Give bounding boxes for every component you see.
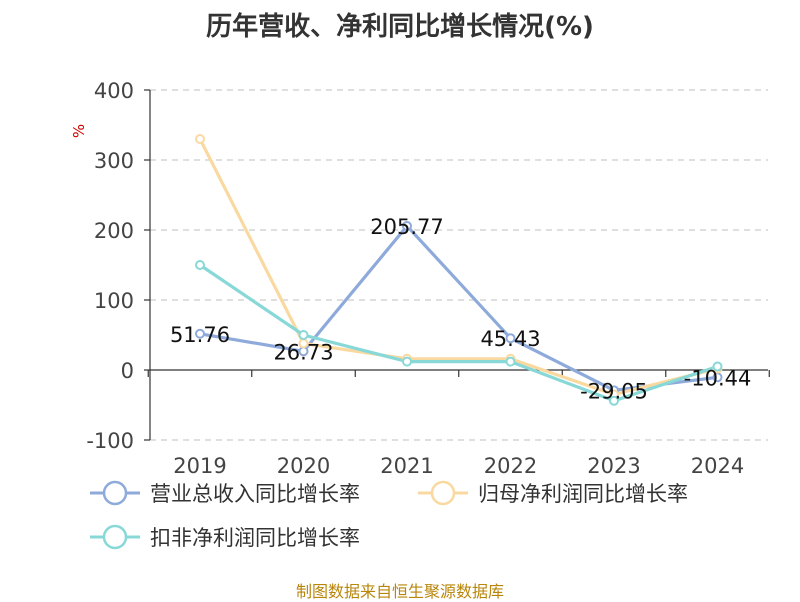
series-line (198, 263, 720, 403)
axes: -100 0 100 200 300 400 2019 2020 2021 2022 2023 202… (70, 79, 770, 478)
data-point (609, 395, 619, 406)
legend-label: 归母净利润同比增长率 (478, 482, 688, 506)
legend-label: 扣非净利润同比增长率 (150, 526, 360, 550)
legend-marker (102, 480, 128, 506)
legend-item: 归母净利润同比增长率 (418, 480, 688, 506)
series-line (198, 137, 720, 397)
data-label: 51.76 (170, 323, 230, 347)
data-point (195, 134, 205, 144)
data-point (298, 330, 309, 340)
data-label: -29.05 (580, 379, 648, 403)
y-tick-label: 100 (94, 289, 134, 313)
y-tick-label: 400 (94, 79, 134, 103)
data-point (402, 220, 412, 231)
source-note: 制图数据来自恒生聚源数据库 (295, 582, 504, 601)
legend-item: 营业总收入同比增长率 (90, 480, 360, 506)
y-tick-label: 300 (94, 149, 134, 173)
x-tick-label: 2024 (691, 454, 744, 478)
legend-marker (102, 524, 128, 550)
y-tick-label: -100 (86, 429, 134, 453)
data-label: 26.73 (273, 340, 333, 364)
data-point (505, 356, 516, 367)
legend-marker (430, 480, 456, 506)
data-label: 205.77 (370, 215, 443, 239)
x-tick-label: 2020 (277, 454, 330, 478)
x-tick-label: 2023 (587, 454, 640, 478)
legend-label: 营业总收入同比增长率 (150, 482, 360, 506)
x-tick-label: 2019 (173, 454, 226, 478)
data-label: -10.44 (684, 366, 752, 390)
data-point (712, 361, 723, 372)
y-axis-label: % (70, 124, 88, 138)
data-labels: 51.76 26.73 205.77 45.43 -29.05 -10.44 (170, 215, 751, 403)
y-tick-label: 200 (94, 219, 134, 243)
data-point (195, 328, 205, 339)
series-lines (195, 134, 723, 406)
x-tick-label: 2021 (380, 454, 433, 478)
grid-lines (150, 89, 768, 441)
data-point (505, 333, 516, 344)
legend-item: 扣非净利润同比增长率 (90, 524, 360, 550)
data-point (402, 356, 412, 367)
series-line (198, 224, 720, 392)
y-tick-label: 0 (121, 359, 134, 383)
chart-title: 历年营收、净利同比增长情况(%) (206, 12, 594, 42)
data-label: 45.43 (480, 327, 540, 351)
x-tick-label: 2022 (484, 454, 537, 478)
data-point (195, 260, 205, 270)
